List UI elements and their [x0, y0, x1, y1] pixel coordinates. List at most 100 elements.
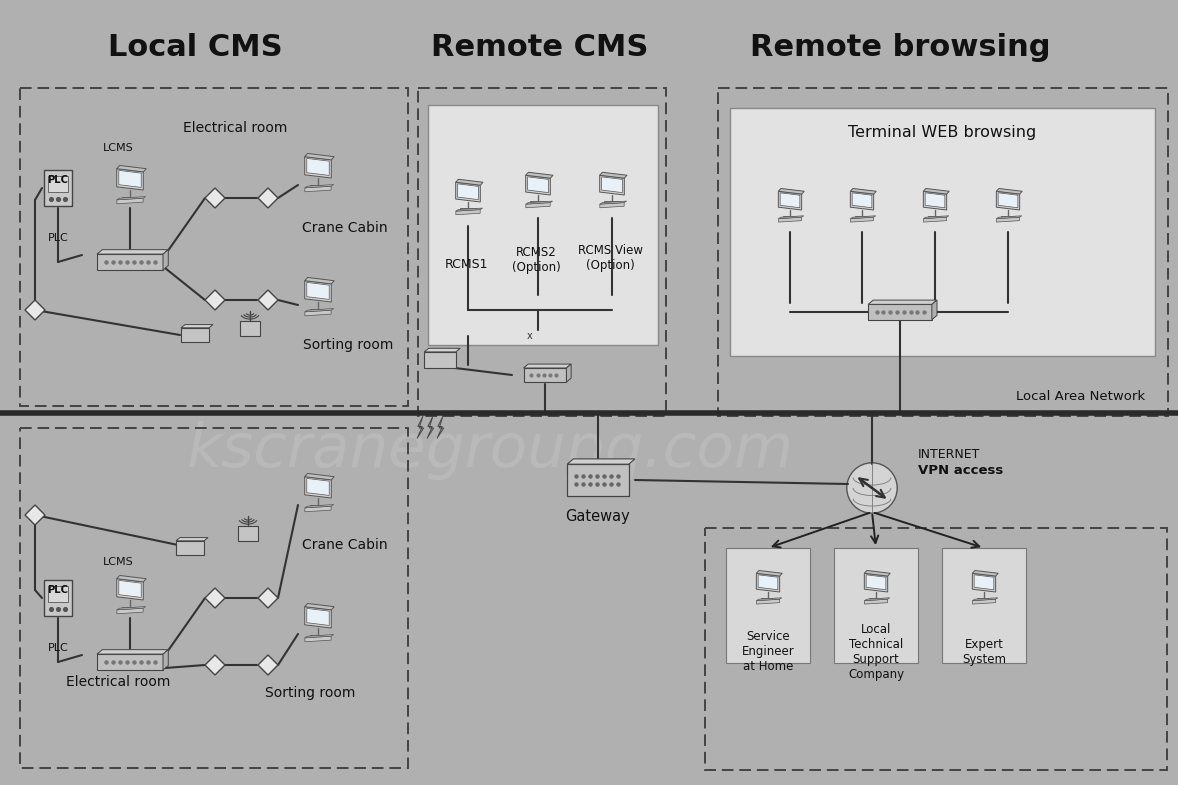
Bar [730, 108, 1154, 356]
Polygon shape [305, 309, 333, 312]
Polygon shape [119, 170, 141, 188]
Polygon shape [865, 573, 888, 592]
Bar [97, 254, 163, 270]
Bar [726, 548, 810, 663]
Polygon shape [437, 416, 444, 439]
Polygon shape [851, 188, 876, 194]
Polygon shape [258, 588, 278, 608]
Bar [310, 634, 326, 638]
Polygon shape [205, 290, 225, 310]
Polygon shape [925, 193, 945, 208]
Polygon shape [865, 571, 891, 576]
Text: Sorting room: Sorting room [303, 338, 393, 352]
Polygon shape [924, 217, 946, 222]
Bar [418, 88, 666, 416]
Polygon shape [117, 579, 144, 600]
Text: Gateway: Gateway [565, 509, 630, 524]
Polygon shape [997, 192, 1020, 210]
Bar [121, 196, 138, 200]
Polygon shape [865, 597, 889, 601]
Polygon shape [457, 184, 478, 199]
Polygon shape [525, 175, 550, 195]
Polygon shape [759, 575, 777, 590]
Polygon shape [205, 655, 225, 675]
Polygon shape [424, 349, 461, 352]
Bar [761, 597, 775, 601]
Polygon shape [851, 192, 874, 210]
Polygon shape [258, 655, 278, 675]
Polygon shape [567, 459, 635, 464]
Bar [977, 597, 991, 601]
Polygon shape [525, 203, 550, 208]
Bar [20, 88, 408, 406]
Polygon shape [306, 608, 329, 626]
Polygon shape [305, 277, 335, 284]
Polygon shape [997, 216, 1021, 219]
Circle shape [847, 463, 898, 513]
Polygon shape [456, 182, 481, 202]
Bar [44, 170, 72, 206]
Polygon shape [305, 604, 335, 610]
Polygon shape [117, 198, 143, 204]
Polygon shape [600, 172, 627, 178]
Text: PLC: PLC [47, 175, 68, 185]
Bar [20, 428, 408, 768]
Polygon shape [258, 290, 278, 310]
Polygon shape [176, 538, 209, 541]
Text: Electrical room: Electrical room [66, 675, 170, 689]
Polygon shape [998, 193, 1018, 208]
Bar [868, 305, 932, 319]
Polygon shape [756, 599, 780, 604]
Polygon shape [305, 154, 335, 160]
Polygon shape [205, 188, 225, 208]
Bar [176, 541, 204, 555]
Bar [240, 321, 260, 336]
Polygon shape [997, 217, 1019, 222]
Polygon shape [306, 283, 329, 299]
Bar [604, 201, 620, 204]
Polygon shape [523, 364, 571, 368]
Polygon shape [973, 599, 995, 604]
Polygon shape [163, 250, 168, 270]
Polygon shape [306, 159, 329, 175]
Polygon shape [456, 179, 483, 185]
Polygon shape [163, 650, 168, 670]
Polygon shape [756, 597, 782, 601]
Bar [704, 528, 1167, 770]
Polygon shape [205, 588, 225, 608]
Polygon shape [972, 571, 998, 576]
Text: Remote browsing: Remote browsing [749, 34, 1051, 63]
Bar [942, 548, 1026, 663]
Bar [461, 208, 476, 211]
Text: Local Area Network: Local Area Network [1015, 390, 1145, 403]
Text: LCMS: LCMS [102, 143, 133, 153]
Bar [928, 216, 942, 219]
Polygon shape [600, 203, 624, 208]
Text: Crane Cabin: Crane Cabin [303, 538, 388, 552]
Polygon shape [779, 192, 802, 210]
Bar [1001, 216, 1015, 219]
Polygon shape [780, 193, 800, 208]
Polygon shape [528, 177, 549, 192]
Polygon shape [972, 573, 995, 592]
Bar [719, 88, 1169, 416]
Polygon shape [117, 166, 146, 172]
Polygon shape [600, 201, 627, 204]
Polygon shape [97, 650, 168, 654]
Polygon shape [865, 599, 887, 604]
Bar [855, 216, 869, 219]
Polygon shape [305, 505, 333, 508]
Polygon shape [924, 192, 947, 210]
Polygon shape [866, 575, 886, 590]
Text: INTERNET: INTERNET [918, 448, 980, 462]
Text: RCMS2
(Option): RCMS2 (Option) [511, 246, 561, 274]
Bar [47, 586, 68, 602]
Bar [523, 368, 567, 382]
Polygon shape [567, 364, 571, 382]
Polygon shape [525, 172, 552, 178]
Polygon shape [779, 217, 801, 222]
Text: Service
Engineer
at Home: Service Engineer at Home [742, 630, 794, 674]
Text: Local CMS: Local CMS [107, 34, 283, 63]
Text: Expert
System: Expert System [962, 638, 1006, 666]
Text: Remote CMS: Remote CMS [431, 34, 649, 63]
